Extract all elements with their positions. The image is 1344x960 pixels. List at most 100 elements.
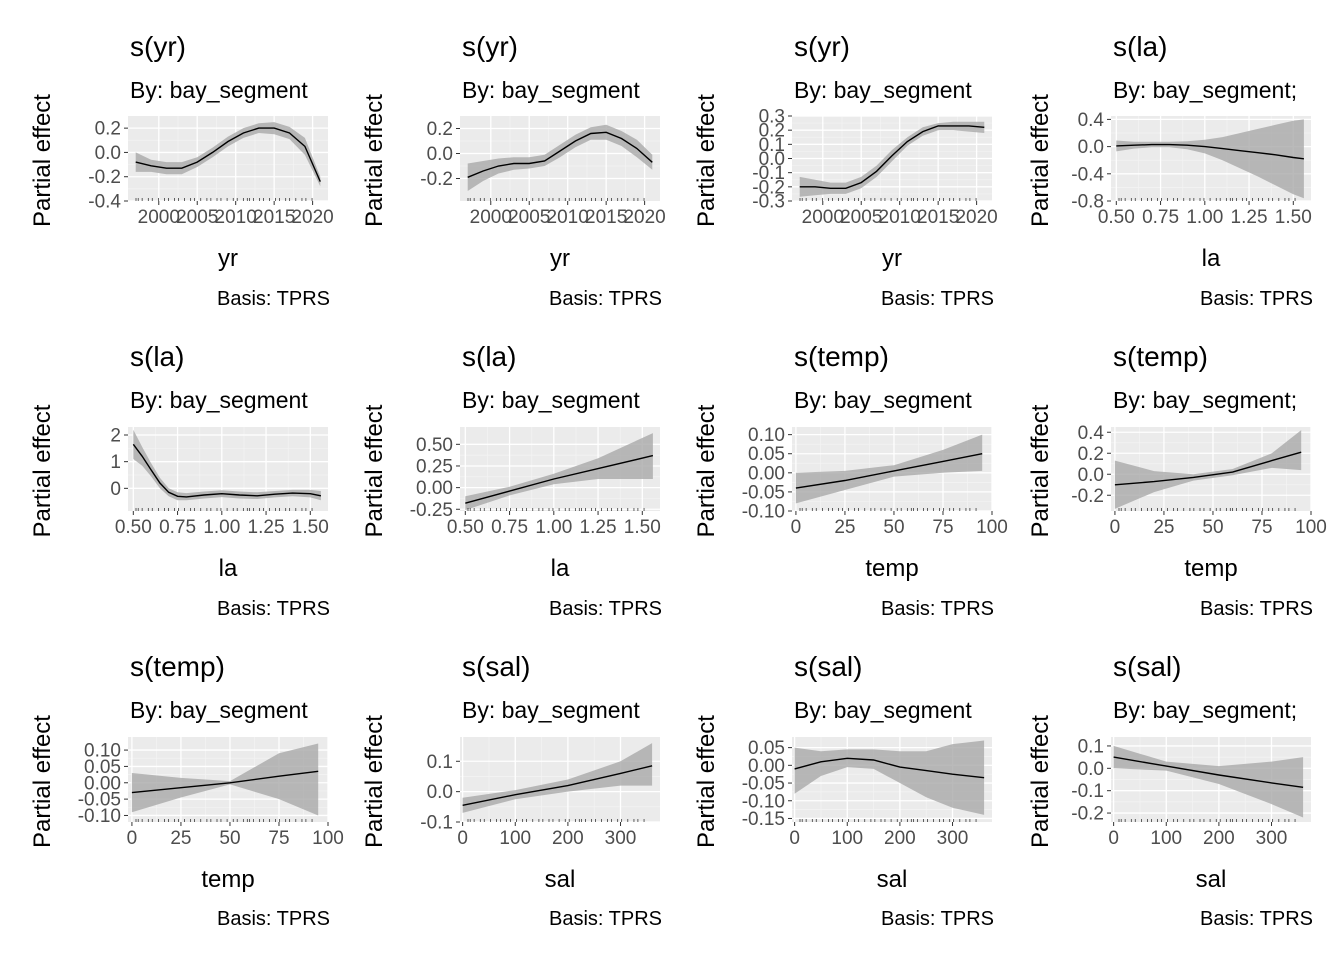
panel-caption: Basis: TPRS — [549, 908, 662, 930]
y-axis-label: Partial effect — [1027, 715, 1054, 848]
x-tick-label: 2000 — [470, 207, 512, 228]
x-tick-label: 75 — [1251, 517, 1272, 538]
x-tick-label: 50 — [883, 517, 904, 538]
panel-caption: Basis: TPRS — [217, 288, 330, 310]
y-tick-label: 0.0 — [1078, 759, 1104, 780]
confidence-band — [1114, 430, 1302, 509]
x-axis-label: yr — [550, 245, 570, 272]
panel-subtitle: By: bay_segment — [794, 697, 972, 723]
y-axis-label: Partial effect — [693, 404, 720, 537]
y-tick-label: 2 — [110, 426, 121, 447]
smooth-line — [794, 757, 985, 779]
x-tick-label: 0.50 — [115, 517, 152, 538]
y-axis-label: Partial effect — [693, 715, 720, 848]
smooth-line — [1116, 143, 1304, 160]
y-tick-label: -0.15 — [742, 809, 785, 830]
panel-caption: Basis: TPRS — [217, 598, 330, 620]
y-tick-label: -0.4 — [1071, 164, 1104, 185]
panel-title: s(temp) — [794, 341, 889, 372]
panel-background — [460, 116, 660, 201]
y-tick-label: 0.0 — [427, 144, 453, 165]
y-tick-label: 0.00 — [748, 756, 785, 777]
panel-caption: Basis: TPRS — [1200, 908, 1313, 930]
x-tick-label: 0.50 — [447, 517, 484, 538]
x-tick-label: 2020 — [623, 207, 665, 228]
x-tick-label: 1.25 — [248, 517, 285, 538]
panel-subtitle: By: bay_segment — [462, 77, 640, 103]
x-tick-label: 300 — [605, 828, 637, 849]
x-tick-label: 100 — [976, 517, 1008, 538]
panel-background — [128, 427, 328, 511]
y-tick-label: -0.1 — [752, 163, 785, 184]
panel-title: s(la) — [462, 341, 516, 372]
y-tick-label: 0.0 — [759, 149, 785, 170]
panel-title: s(sal) — [794, 651, 862, 682]
panel-caption: Basis: TPRS — [881, 288, 994, 310]
smooth-line — [135, 127, 321, 182]
y-tick-label: -0.25 — [410, 500, 453, 521]
y-tick-label: 0.4 — [1078, 423, 1105, 444]
x-tick-label: 2015 — [917, 207, 959, 228]
x-tick-label: 100 — [312, 828, 344, 849]
y-tick-label: -0.10 — [742, 502, 785, 523]
panel-subtitle: By: bay_segment; — [1113, 387, 1297, 413]
y-tick-label: 0.10 — [748, 425, 785, 446]
x-tick-label: 0.75 — [1142, 207, 1179, 228]
y-axis-label: Partial effect — [361, 715, 388, 848]
confidence-band — [795, 434, 983, 504]
y-tick-label: -0.10 — [78, 806, 121, 827]
smooth-line — [1113, 756, 1304, 788]
panel-subtitle: By: bay_segment — [130, 387, 308, 413]
x-tick-label: 2005 — [508, 207, 550, 228]
x-tick-label: 50 — [1202, 517, 1223, 538]
confidence-band — [135, 122, 321, 187]
y-tick-label: 0.10 — [84, 741, 121, 762]
y-tick-label: -0.2 — [752, 177, 785, 198]
y-tick-label: 0.1 — [759, 135, 785, 156]
y-axis-label: Partial effect — [693, 94, 720, 227]
y-tick-label: 0.50 — [416, 435, 453, 456]
confidence-band — [799, 121, 985, 197]
x-axis-label: la — [551, 555, 570, 582]
y-tick-label: 0.2 — [95, 119, 121, 140]
x-tick-label: 200 — [884, 828, 916, 849]
x-tick-label: 1.50 — [624, 517, 661, 538]
x-tick-label: 2020 — [955, 207, 997, 228]
x-tick-label: 75 — [932, 517, 953, 538]
panel-title: s(sal) — [462, 651, 530, 682]
x-tick-label: 2000 — [802, 207, 844, 228]
y-axis-label: Partial effect — [361, 404, 388, 537]
x-tick-label: 1.50 — [292, 517, 329, 538]
smooth-line — [795, 453, 983, 489]
x-tick-label: 1.00 — [1186, 207, 1223, 228]
x-tick-label: 1.25 — [580, 517, 617, 538]
x-tick-label: 1.00 — [203, 517, 240, 538]
y-tick-label: 0.00 — [84, 773, 121, 794]
y-tick-label: 0.0 — [1078, 465, 1104, 486]
y-axis-label: Partial effect — [29, 94, 56, 227]
panel-caption: Basis: TPRS — [549, 288, 662, 310]
smooth-panel: 0 100 200 300 -0.2-0.10.00.1 s(sal) By: bay_se… — [1027, 651, 1313, 930]
y-tick-label: 1 — [110, 452, 121, 473]
panel-caption: Basis: TPRS — [549, 598, 662, 620]
x-tick-label: 0 — [1108, 828, 1119, 849]
panel-subtitle: By: bay_segment; — [1113, 697, 1297, 723]
x-tick-label: 0 — [791, 517, 802, 538]
x-tick-label: 2010 — [215, 207, 257, 228]
x-axis-label: la — [1202, 245, 1221, 272]
x-tick-label: 0 — [789, 828, 800, 849]
smooth-line — [467, 131, 653, 178]
x-tick-label: 50 — [219, 828, 240, 849]
x-axis-label: sal — [877, 866, 908, 893]
y-tick-label: -0.10 — [742, 791, 785, 812]
y-axis-label: Partial effect — [29, 404, 56, 537]
x-tick-label: 0 — [457, 828, 468, 849]
x-tick-label: 2020 — [291, 207, 333, 228]
panel-subtitle: By: bay_segment — [462, 387, 640, 413]
x-tick-label: 100 — [1150, 828, 1182, 849]
panel-subtitle: By: bay_segment — [130, 77, 308, 103]
x-tick-label: 0 — [1110, 517, 1121, 538]
panel-caption: Basis: TPRS — [1200, 598, 1313, 620]
